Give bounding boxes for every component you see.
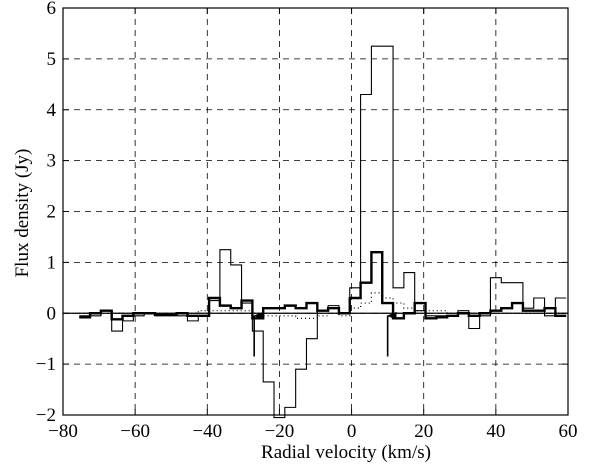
y-axis-title: Flux density (Jy) bbox=[12, 149, 33, 278]
x-axis-title: Radial velocity (km/s) bbox=[261, 442, 431, 463]
tick-labels: −80 −60 −40 −20 0 20 40 60 −2 −1 0 1 2 3 4 5 6 bbox=[36, 0, 578, 442]
x-tick-label: −80 bbox=[48, 421, 78, 442]
series-thick-solid-step bbox=[79, 251, 567, 321]
series-thin-solid-step bbox=[79, 45, 567, 419]
x-tick-label: 20 bbox=[414, 421, 433, 442]
x-tick-label: −40 bbox=[192, 421, 222, 442]
grid-lines bbox=[63, 8, 568, 415]
y-tick-label: 4 bbox=[47, 100, 57, 121]
y-tick-label: 3 bbox=[47, 151, 57, 172]
x-tick-label: 60 bbox=[559, 421, 578, 442]
annotation-layer bbox=[253, 311, 397, 357]
x-tick-label: −20 bbox=[265, 421, 295, 442]
x-tick-label: 0 bbox=[347, 421, 357, 442]
axis-ticks bbox=[62, 7, 569, 416]
y-tick-label: −2 bbox=[36, 405, 56, 426]
y-tick-label: −1 bbox=[36, 354, 56, 375]
y-tick-label: 6 bbox=[47, 0, 57, 19]
y-tick-label: 5 bbox=[47, 49, 57, 70]
y-tick-label: 1 bbox=[47, 252, 57, 273]
y-tick-label: 2 bbox=[47, 202, 57, 223]
y-tick-label: 0 bbox=[47, 303, 57, 324]
series-layer bbox=[63, 45, 568, 419]
x-tick-label: 40 bbox=[486, 421, 505, 442]
series-dotted-step bbox=[79, 292, 567, 319]
x-tick-label: −60 bbox=[120, 421, 150, 442]
